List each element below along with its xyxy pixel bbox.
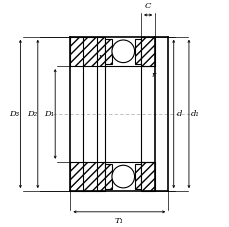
Text: T₁: T₁ — [114, 217, 123, 225]
Text: C: C — [144, 2, 151, 10]
Text: r: r — [150, 71, 154, 79]
Bar — [105, 164, 112, 189]
Bar — [134, 164, 140, 189]
Bar — [140, 37, 155, 66]
Bar — [140, 162, 155, 191]
Text: d₁: d₁ — [190, 110, 199, 118]
Text: D₃: D₃ — [9, 110, 19, 118]
Text: r: r — [98, 53, 102, 61]
Bar — [105, 39, 112, 64]
Circle shape — [112, 165, 134, 188]
Bar — [134, 39, 140, 64]
Text: D₁: D₁ — [44, 110, 54, 118]
Circle shape — [112, 40, 134, 63]
Text: d: d — [176, 110, 182, 118]
Text: D₂: D₂ — [27, 110, 37, 118]
Bar — [70, 162, 105, 191]
Bar — [70, 37, 105, 66]
